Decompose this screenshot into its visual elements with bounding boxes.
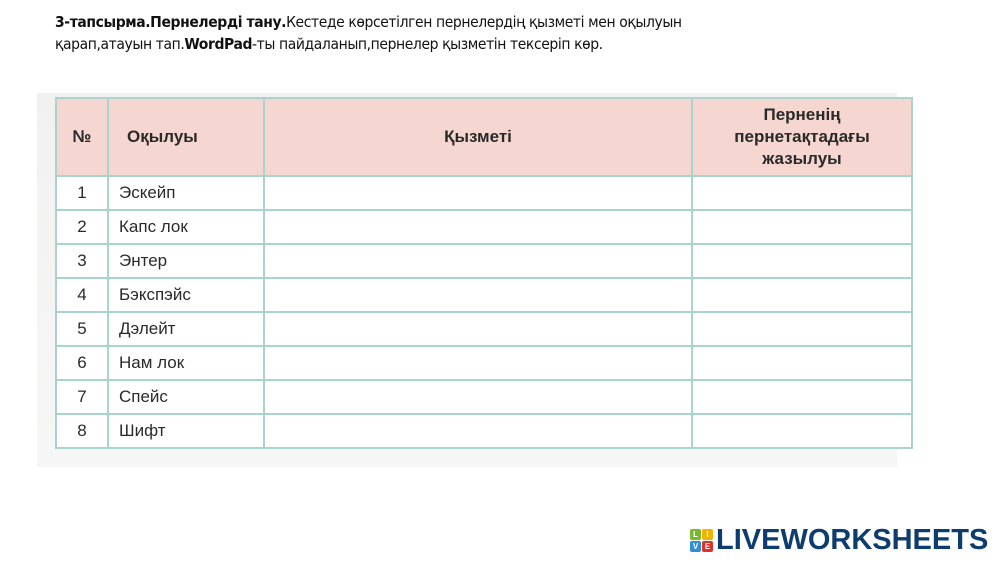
function-cell[interactable]	[263, 243, 693, 279]
table-row: 1 Эскейп	[55, 175, 913, 211]
table-row: 7 Спейс	[55, 379, 913, 415]
key-reading: Энтер	[107, 243, 265, 279]
row-number: 3	[55, 243, 109, 279]
function-cell[interactable]	[263, 413, 693, 449]
row-number: 1	[55, 175, 109, 211]
logo-tile: E	[702, 541, 713, 552]
wordpad-label: WordPad	[184, 35, 253, 53]
function-cell[interactable]	[263, 175, 693, 211]
key-reading: Эскейп	[107, 175, 265, 211]
header-function: Қызметі	[263, 97, 693, 177]
function-cell[interactable]	[263, 209, 693, 245]
keyboard-label-cell[interactable]	[691, 345, 913, 381]
table-row: 3 Энтер	[55, 243, 913, 279]
key-reading: Бэкспэйс	[107, 277, 265, 313]
function-cell[interactable]	[263, 311, 693, 347]
logo-text: LIVEWORKSHEETS	[716, 524, 989, 556]
table-row: 2 Капс лок	[55, 209, 913, 245]
key-reading: Дэлейт	[107, 311, 265, 347]
key-reading: Капс лок	[107, 209, 265, 245]
keyboard-label-cell[interactable]	[691, 277, 913, 313]
instruction-text: 3-тапсырма.Пернелерді тану.Кестеде көрсе…	[55, 11, 775, 55]
function-cell[interactable]	[263, 379, 693, 415]
keyboard-label-cell[interactable]	[691, 413, 913, 449]
header-reading: Оқылуы	[107, 97, 265, 177]
task-text: Кестеде көрсетілген пернелердің қызметі …	[55, 13, 682, 53]
row-number: 6	[55, 345, 109, 381]
table-row: 6 Нам лок	[55, 345, 913, 381]
table-row: 5 Дэлейт	[55, 311, 913, 347]
table-row: 4 Бэкспэйс	[55, 277, 913, 313]
row-number: 8	[55, 413, 109, 449]
keys-table: № Оқылуы Қызметі Перненің пернетақтадағы ж…	[55, 97, 913, 449]
header-keyboard-label: Перненің пернетақтадағы жазылуы	[691, 97, 913, 177]
row-number: 7	[55, 379, 109, 415]
logo-tile: V	[690, 541, 701, 552]
task-title: 3-тапсырма.Пернелерді тану.	[55, 13, 287, 31]
keyboard-label-cell[interactable]	[691, 379, 913, 415]
key-reading: Шифт	[107, 413, 265, 449]
row-number: 5	[55, 311, 109, 347]
logo-tile: I	[702, 529, 713, 540]
header-number: №	[55, 97, 109, 177]
row-number: 4	[55, 277, 109, 313]
key-reading: Спейс	[107, 379, 265, 415]
function-cell[interactable]	[263, 277, 693, 313]
logo-tile: L	[690, 529, 701, 540]
table-row: 8 Шифт	[55, 413, 913, 449]
task-text-2: -ты пайдаланып,пернелер қызметін тексері…	[252, 35, 603, 53]
keyboard-label-cell[interactable]	[691, 209, 913, 245]
function-cell[interactable]	[263, 345, 693, 381]
keyboard-label-cell[interactable]	[691, 311, 913, 347]
key-reading: Нам лок	[107, 345, 265, 381]
keyboard-label-cell[interactable]	[691, 175, 913, 211]
row-number: 2	[55, 209, 109, 245]
keyboard-label-cell[interactable]	[691, 243, 913, 279]
